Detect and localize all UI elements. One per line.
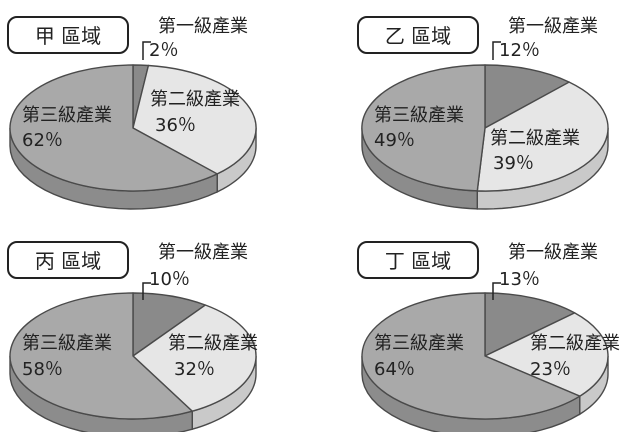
pie-slice-secondary-3 — [484, 312, 609, 397]
cat-label-secondary-0: 第二級產業 — [150, 89, 240, 110]
pie-slice-tertiary-1 — [361, 64, 486, 192]
pie-body-0 — [9, 64, 257, 210]
pie-slice-primary-3 — [484, 292, 576, 357]
pie-body-2 — [9, 292, 257, 432]
pct-label-tertiary-1: 49％ — [374, 130, 415, 151]
region-title-box-1 — [357, 16, 479, 54]
leader-line-1 — [492, 41, 501, 60]
cat-label-secondary-2: 第二級產業 — [168, 333, 258, 354]
region-title-1: 乙 區域 — [385, 24, 451, 48]
pie-slice-tertiary-2 — [9, 292, 193, 420]
leader-line-3 — [492, 282, 501, 300]
pct-label-secondary-0: 36％ — [155, 115, 196, 136]
chart-panel-0: 甲 區域 第一級產業 2％ 第二級產業 36％ 第三級產業 62％ — [7, 16, 257, 210]
pct-label-primary-3: 13％ — [499, 269, 540, 290]
pct-label-secondary-2: 32％ — [174, 359, 215, 380]
region-title-2: 丙 區域 — [35, 249, 101, 273]
pie-slice-tertiary-0 — [9, 64, 218, 192]
chart-panel-3: 丁 區域 第一級產業 13％ 第二級產業 23％ 第三級產業 64％ — [357, 241, 620, 432]
pct-label-primary-0: 2％ — [149, 40, 178, 61]
region-title-box-2 — [7, 241, 129, 279]
pie-slice-secondary-0 — [132, 64, 257, 175]
pie-slice-primary-1 — [484, 64, 570, 129]
region-title-0: 甲 區域 — [35, 24, 101, 48]
cat-label-tertiary-2: 第三級產業 — [22, 333, 112, 354]
leader-line-0 — [142, 41, 151, 60]
cat-label-primary-0: 第一級產業 — [158, 16, 248, 37]
pie-slice-tertiary-3 — [361, 292, 581, 420]
cat-label-tertiary-0: 第三級產業 — [22, 105, 112, 126]
chart-panel-2: 丙 區域 第一級產業 10％ 第二級產業 32％ 第三級產業 58％ — [7, 241, 258, 432]
pie-slice-secondary-1 — [476, 81, 609, 192]
pie-body-3 — [361, 292, 609, 432]
pct-label-primary-2: 10％ — [149, 269, 190, 290]
cat-label-primary-3: 第一級產業 — [508, 242, 598, 263]
cat-label-primary-1: 第一級產業 — [508, 16, 598, 37]
cat-label-tertiary-1: 第三級產業 — [374, 105, 464, 126]
cat-label-secondary-1: 第二級產業 — [490, 128, 580, 149]
pct-label-secondary-1: 39％ — [493, 153, 534, 174]
pct-label-tertiary-3: 64％ — [374, 359, 415, 380]
pie-body-1 — [361, 64, 609, 210]
region-title-box-0 — [7, 16, 129, 54]
region-title-box-3 — [357, 241, 479, 279]
leader-line-2 — [142, 282, 151, 300]
pct-label-tertiary-2: 58％ — [22, 359, 63, 380]
chart-panel-1: 乙 區域 第一級產業 12％ 第二級產業 39％ 第三級產業 49％ — [357, 16, 609, 210]
pie-slice-primary-2 — [132, 292, 206, 357]
cat-label-primary-2: 第一級產業 — [158, 242, 248, 263]
pie-slice-secondary-2 — [132, 304, 257, 412]
region-title-3: 丁 區域 — [385, 249, 451, 273]
pct-label-secondary-3: 23％ — [530, 359, 571, 380]
pct-label-tertiary-0: 62％ — [22, 130, 63, 151]
pct-label-primary-1: 12％ — [499, 40, 540, 61]
cat-label-tertiary-3: 第三級產業 — [374, 333, 464, 354]
cat-label-secondary-3: 第二級產業 — [530, 333, 620, 354]
